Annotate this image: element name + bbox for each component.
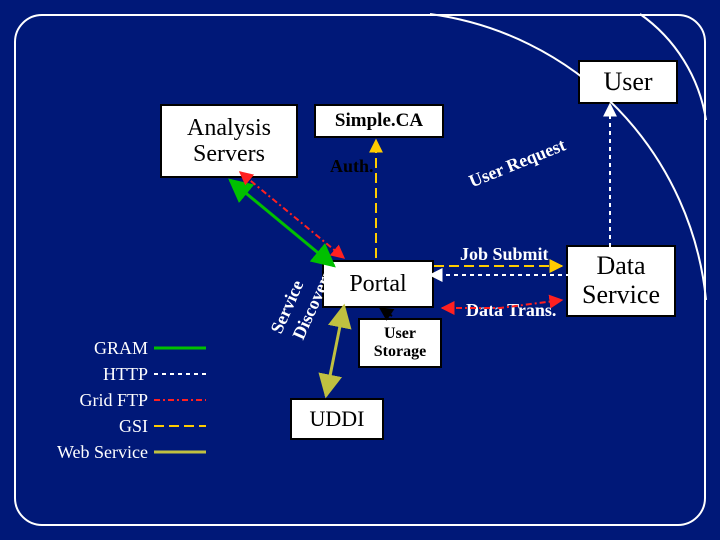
node-portal-label: Portal (349, 271, 406, 298)
label-auth: Auth. (330, 156, 374, 177)
node-data-service-label2: Service (582, 281, 660, 310)
legend-text: Web Service (57, 442, 154, 463)
legend-row: Web Service (36, 439, 206, 465)
node-uddi-label: UDDI (310, 406, 365, 432)
legend-row: HTTP (36, 361, 206, 387)
legend-swatch-http (154, 369, 206, 379)
node-user-storage: User Storage (358, 318, 442, 368)
node-data-service-label1: Data (596, 252, 645, 281)
node-simpleca-label: Simple.CA (335, 110, 423, 132)
node-data-service: Data Service (566, 245, 676, 317)
label-job-submit: Job Submit (460, 244, 549, 265)
node-portal: Portal (322, 260, 434, 308)
node-uddi: UDDI (290, 398, 384, 440)
node-simpleca: Simple.CA (314, 104, 444, 138)
legend-text: Grid FTP (79, 390, 154, 411)
legend-text: GSI (119, 416, 154, 437)
node-analysis-label2: Servers (193, 141, 265, 167)
legend-swatch-webservice (154, 447, 206, 457)
legend-row: GRAM (36, 335, 206, 361)
legend: GRAM HTTP Grid FTP GSI Web Service (36, 335, 206, 465)
label-data-trans: Data Trans. (466, 300, 556, 321)
node-analysis-servers: Analysis Servers (160, 104, 298, 178)
node-user-storage-label2: Storage (374, 343, 426, 361)
node-user: User (578, 60, 678, 104)
legend-row: GSI (36, 413, 206, 439)
legend-text: GRAM (94, 338, 154, 359)
legend-swatch-gridftp (154, 395, 206, 405)
node-user-storage-label1: User (384, 325, 416, 343)
legend-swatch-gsi (154, 421, 206, 431)
node-user-label: User (603, 67, 652, 97)
legend-row: Grid FTP (36, 387, 206, 413)
legend-text: HTTP (103, 364, 154, 385)
legend-swatch-gram (154, 343, 206, 353)
node-analysis-label1: Analysis (187, 115, 271, 141)
